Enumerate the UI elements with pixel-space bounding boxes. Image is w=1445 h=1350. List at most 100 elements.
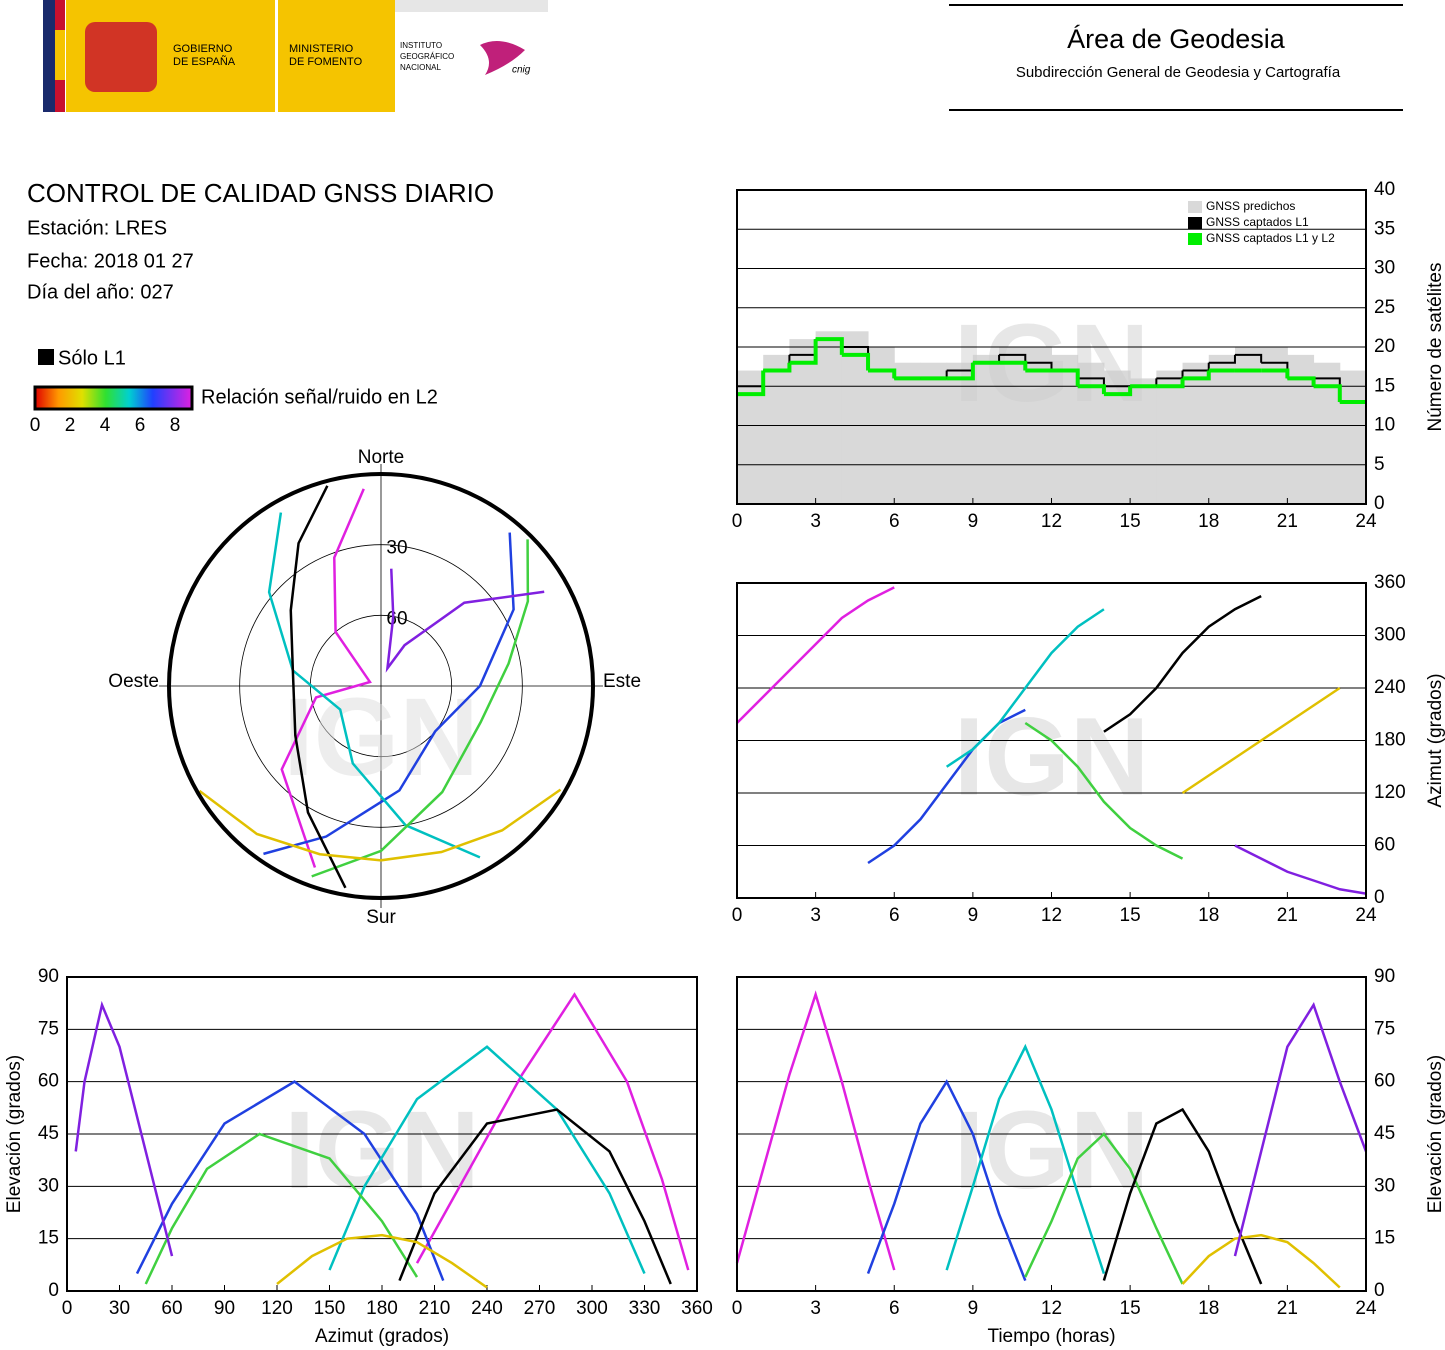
- x-tick-label: 6: [889, 511, 900, 532]
- step-segment: [1103, 386, 1133, 397]
- area-step: [737, 370, 764, 504]
- y-tick-label: 90: [1374, 966, 1395, 987]
- colorbar-tick-label: 8: [170, 415, 181, 436]
- x-tick-label: 150: [314, 1298, 346, 1319]
- area-step: [1339, 370, 1367, 504]
- x-tick-label: 240: [471, 1298, 503, 1319]
- institute-name: GEOGRÁFICO: [400, 52, 454, 61]
- y-tick-label: 15: [1374, 375, 1395, 396]
- area-step: [1313, 362, 1341, 504]
- step-segment: [946, 362, 975, 381]
- x-tick-label: 330: [629, 1298, 661, 1319]
- y-tick-label: 240: [1374, 677, 1406, 698]
- track: [1024, 721, 1184, 860]
- step-segment: [815, 337, 844, 355]
- y-tick-label: 60: [38, 1071, 59, 1092]
- track: [74, 1000, 174, 1257]
- track: [289, 485, 347, 889]
- area-step: [841, 331, 869, 504]
- step-segment: [1234, 353, 1263, 363]
- x-tick-label: 9: [968, 511, 979, 532]
- track: [945, 608, 1105, 768]
- track: [945, 1043, 1106, 1274]
- y-tick-label: 30: [38, 1175, 59, 1196]
- plot-frame: [736, 189, 1367, 505]
- x-tick-label: 18: [1198, 511, 1219, 532]
- step-segment: [1287, 376, 1316, 387]
- watermark: IGN: [954, 696, 1150, 819]
- x-tick-label: 12: [1041, 511, 1062, 532]
- step-segment: [841, 352, 871, 371]
- area-step: [972, 354, 1000, 504]
- date: Fecha: 2018 01 27: [27, 250, 194, 272]
- x-tick-label: 15: [1120, 511, 1141, 532]
- step-segment: [1025, 361, 1053, 371]
- x-tick-label: 9: [968, 1298, 979, 1319]
- y-tick-label: 0: [1374, 1280, 1385, 1301]
- step-segment: [868, 368, 897, 379]
- x-tick-label: 210: [419, 1298, 451, 1319]
- area-step: [920, 362, 948, 504]
- area-step: [894, 362, 921, 504]
- gov-name: GOBIERNO: [173, 43, 233, 55]
- track: [1024, 1132, 1184, 1285]
- y-tick-label: 180: [1374, 730, 1406, 751]
- y-tick-label: 0: [1374, 887, 1385, 908]
- step-segment: [999, 360, 1028, 371]
- y-tick-label: 90: [38, 966, 59, 987]
- area-step: [815, 331, 843, 504]
- step-segment: [1051, 368, 1080, 387]
- x-tick-label: 6: [889, 905, 900, 926]
- direction-label: Oeste: [108, 671, 159, 692]
- x-tick-label: 60: [161, 1298, 182, 1319]
- track: [198, 788, 562, 862]
- track: [1103, 595, 1262, 733]
- legend-swatch: [1188, 217, 1202, 229]
- area-step: [1182, 362, 1210, 504]
- x-tick-label: 3: [810, 1298, 821, 1319]
- plot-frame: [66, 976, 698, 1292]
- area-step: [789, 339, 817, 504]
- grid-circle: [239, 544, 523, 828]
- x-axis-label: Azimut (grados): [315, 1326, 449, 1347]
- area-subtitle: Subdirección General de Geodesia y Carto…: [1016, 64, 1341, 81]
- x-tick-label: 15: [1120, 905, 1141, 926]
- y-tick-label: 25: [1374, 297, 1395, 318]
- y-tick-label: 0: [48, 1280, 59, 1301]
- y-axis-label: Azimut (grados): [1425, 673, 1445, 807]
- y-tick-label: 120: [1374, 782, 1406, 803]
- r-tick-label: 60: [386, 608, 407, 629]
- step-segment: [763, 362, 792, 373]
- step-segment: [1208, 354, 1236, 364]
- ministry-name: MINISTERIO: [289, 43, 354, 55]
- charts: 0 2 4 6 83060IGNNorteSurEsteOesteIGN05101520…: [4, 179, 1445, 1347]
- day-of-year: Día del año: 027: [27, 281, 174, 303]
- y-tick-label: 30: [1374, 258, 1395, 279]
- area-step: [1156, 370, 1184, 504]
- track: [1181, 1233, 1341, 1289]
- station: Estación: LRES: [27, 217, 167, 239]
- x-tick-label: 21: [1277, 1298, 1298, 1319]
- institute-name: NACIONAL: [400, 63, 441, 72]
- x-tick-label: 90: [214, 1298, 235, 1319]
- y-tick-label: 45: [38, 1123, 59, 1144]
- legend-label: GNSS predichos: [1206, 199, 1295, 213]
- x-tick-label: 18: [1198, 1298, 1219, 1319]
- track: [1234, 844, 1367, 895]
- gov-name: DE ESPAÑA: [173, 55, 236, 68]
- step-segment: [737, 370, 766, 397]
- track: [144, 1132, 419, 1285]
- ministry-name: DE FOMENTO: [289, 56, 363, 68]
- l1-label: Sólo L1: [58, 347, 126, 369]
- legend-swatch: [1188, 233, 1202, 245]
- r-tick-label: 30: [386, 538, 407, 559]
- step-segment: [1156, 378, 1185, 389]
- y-axis-label: Número de satélites: [1425, 263, 1445, 432]
- x-tick-label: 24: [1355, 511, 1377, 532]
- logo: [43, 0, 548, 112]
- track: [385, 568, 545, 673]
- y-tick-label: 0: [1374, 493, 1385, 514]
- track: [1233, 1002, 1368, 1257]
- track: [735, 990, 896, 1271]
